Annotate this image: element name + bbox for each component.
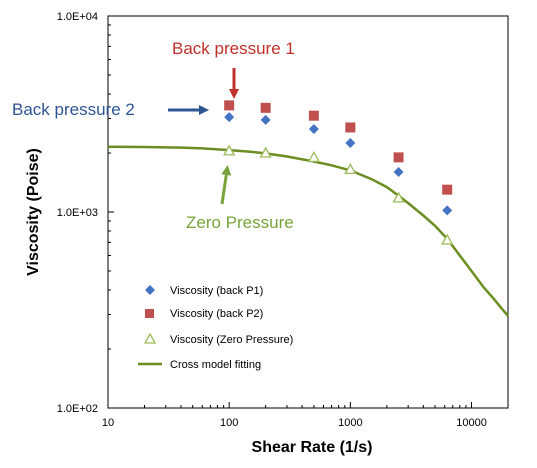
tick-labels: 10 100 1000 10000 1.0E+02 1.0E+03 1.0E+04	[57, 11, 487, 429]
point-back-p2	[260, 102, 271, 113]
legend-label: Viscosity (back P2)	[170, 308, 263, 320]
legend-marker-diamond	[145, 285, 155, 295]
point-back-p1	[442, 205, 453, 216]
point-back-p2	[393, 152, 404, 163]
y-tick-label: 1.0E+03	[57, 207, 98, 219]
x-tick-label: 10000	[456, 417, 487, 429]
point-back-p2	[442, 184, 453, 195]
legend-label: Viscosity (back P1)	[170, 285, 263, 297]
annotation-zero-pressure: Zero Pressure	[186, 213, 294, 232]
axes	[107, 15, 509, 409]
x-tick-label: 10	[102, 417, 114, 429]
annotation-back-pressure-1: Back pressure 1	[172, 39, 295, 58]
legend-item-zero-pressure: Viscosity (Zero Pressure)	[143, 332, 293, 346]
fit-line	[107, 145, 509, 317]
point-zero-pressure	[259, 146, 272, 158]
x-axis-title: Shear Rate (1/s)	[252, 439, 373, 456]
legend-item-back-p1: Viscosity (back P1)	[145, 285, 263, 297]
legend-item-cross-fit: Cross model fitting	[138, 359, 261, 371]
point-back-p1	[393, 166, 404, 177]
point-back-p2	[345, 122, 356, 133]
point-zero-pressure	[441, 233, 454, 245]
legend-item-back-p2: Viscosity (back P2)	[145, 308, 263, 320]
legend: Viscosity (back P1) Viscosity (back P2) …	[138, 285, 293, 371]
point-back-p2	[224, 100, 235, 111]
legend-marker-square	[145, 309, 154, 318]
point-zero-pressure	[392, 191, 405, 203]
point-zero-pressure	[344, 163, 357, 175]
arrow-zero-pressure	[220, 165, 232, 205]
y-tick-label: 1.0E+04	[57, 11, 98, 23]
point-back-p1	[260, 114, 271, 125]
point-back-p2	[308, 110, 319, 121]
point-back-p1	[345, 137, 356, 148]
legend-label: Cross model fitting	[170, 359, 261, 371]
point-back-p1	[224, 112, 235, 123]
point-zero-pressure	[307, 151, 320, 163]
y-axis-title: Viscosity (Poise)	[25, 148, 42, 276]
x-tick-label: 100	[220, 417, 238, 429]
annotation-back-pressure-2: Back pressure 2	[12, 100, 135, 119]
cross-model-fit	[107, 145, 509, 317]
point-zero-pressure	[223, 144, 236, 156]
legend-marker-triangle	[143, 332, 157, 344]
y-tick-label: 1.0E+02	[57, 403, 98, 415]
data-points	[223, 100, 454, 245]
legend-label: Viscosity (Zero Pressure)	[170, 334, 293, 346]
x-tick-label: 1000	[338, 417, 362, 429]
point-back-p1	[308, 124, 319, 135]
